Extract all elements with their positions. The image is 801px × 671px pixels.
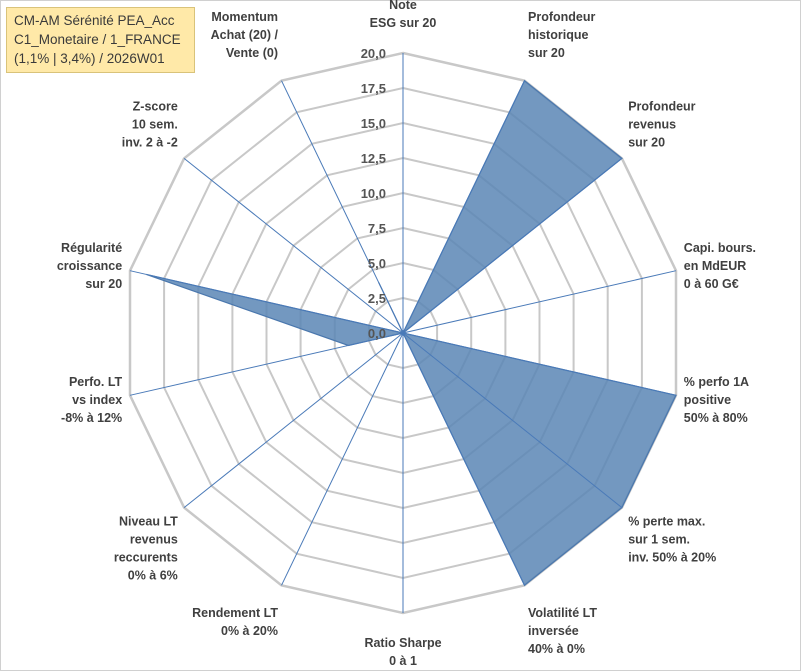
category-label-line: Profondeur xyxy=(528,10,595,24)
category-label-line: croissance xyxy=(57,259,122,273)
series-area xyxy=(146,79,677,587)
spoke-7 xyxy=(402,332,525,586)
spoke-11 xyxy=(129,332,404,396)
tick-label: 2,5 xyxy=(368,291,386,306)
category-label-line: -8% à 12% xyxy=(61,411,122,425)
category-label-line: sur 20 xyxy=(628,136,665,150)
category-label: Niveau LT revenus reccurents 0% à 6% xyxy=(114,514,178,582)
category-label-line: % perfo 1A xyxy=(684,375,749,389)
category-label-line: inv. 2 à -2 xyxy=(122,136,178,150)
category-label: Profondeur historique sur 20 xyxy=(528,10,595,60)
category-label-line: Achat (20) / xyxy=(211,28,279,42)
category-label: % perte max. sur 1 sem. inv. 50% à 20% xyxy=(628,514,716,564)
spoke-4 xyxy=(402,270,677,334)
title-line-2: C1_Monetaire / 1_FRANCE xyxy=(14,32,181,47)
category-label: Capi. bours. en MdEUR 0 à 60 G€ xyxy=(684,241,756,291)
tick-label: 12,5 xyxy=(361,151,386,166)
spoke-2 xyxy=(402,80,525,334)
category-label-line: revenus xyxy=(130,532,178,546)
category-label-line: positive xyxy=(684,393,731,407)
category-label-line: inversée xyxy=(528,624,579,638)
category-label-line: 50% à 80% xyxy=(684,411,748,425)
tick-label: 10,0 xyxy=(361,186,386,201)
radar-spokes xyxy=(129,53,677,613)
category-label: Perfo. LT vs index -8% à 12% xyxy=(61,375,123,425)
category-label: Profondeur revenus sur 20 xyxy=(628,100,695,150)
category-label-line: 0 à 1 xyxy=(389,654,417,668)
category-label-line: 0% à 6% xyxy=(128,568,178,582)
category-label-line: reccurents xyxy=(114,550,178,564)
spoke-10 xyxy=(183,332,404,508)
category-label: Z-score 10 sem. inv. 2 à -2 xyxy=(122,100,178,150)
category-label: Momentum Achat (20) / Vente (0) xyxy=(211,10,279,60)
category-label-line: en MdEUR xyxy=(684,259,747,273)
category-label-line: 40% à 0% xyxy=(528,642,585,656)
category-label-line: vs index xyxy=(72,393,122,407)
category-label: Note ESG sur 20 xyxy=(370,0,437,30)
spoke-5 xyxy=(402,332,677,396)
spoke-6 xyxy=(402,332,623,508)
radar-tick-labels: 0,0 2,5 5,0 7,5 10,0 12,5 15,0 17,5 20,0 xyxy=(361,46,386,341)
category-label-line: Momentum xyxy=(211,10,278,24)
chart-title-box: CM-AM Sérénité PEA_Acc C1_Monetaire / 1_… xyxy=(6,7,195,73)
category-label-line: 10 sem. xyxy=(132,118,178,132)
tick-label: 0,0 xyxy=(368,326,386,341)
category-label-line: Rendement LT xyxy=(192,606,278,620)
category-label-line: Capi. bours. xyxy=(684,241,756,255)
title-line-1: CM-AM Sérénité PEA_Acc xyxy=(14,13,175,28)
spoke-14 xyxy=(281,80,404,334)
spoke-13 xyxy=(183,158,404,334)
category-label-line: Vente (0) xyxy=(226,46,278,60)
category-label-line: 0 à 60 G€ xyxy=(684,277,739,291)
category-label: Régularité croissance sur 20 xyxy=(57,241,122,291)
category-label-line: 0% à 20% xyxy=(221,624,278,638)
radar-series xyxy=(146,79,677,587)
radar-category-labels: Note ESG sur 20 Profondeur historique sur 20… xyxy=(57,0,756,668)
category-label-line: Z-score xyxy=(133,100,178,114)
category-label-line: sur 20 xyxy=(85,277,122,291)
tick-label: 17,5 xyxy=(361,81,386,96)
category-label-line: Ratio Sharpe xyxy=(364,636,441,650)
category-label-line: Volatilité LT xyxy=(528,606,597,620)
category-label-line: Régularité xyxy=(61,241,122,255)
category-label-line: Profondeur xyxy=(628,100,695,114)
category-label-line: revenus xyxy=(628,118,676,132)
title-line-3: (1,1% | 3,4%) / 2026W01 xyxy=(14,51,165,66)
category-label: Rendement LT 0% à 20% xyxy=(192,606,278,638)
category-label-line: Note xyxy=(389,0,417,12)
spoke-9 xyxy=(281,332,404,586)
tick-label: 7,5 xyxy=(368,221,386,236)
category-label-line: historique xyxy=(528,28,588,42)
category-label: Volatilité LT inversée 40% à 0% xyxy=(528,606,597,656)
category-label: Ratio Sharpe 0 à 1 xyxy=(364,636,441,668)
category-label-line: sur 1 sem. xyxy=(628,532,690,546)
category-label-line: % perte max. xyxy=(628,514,705,528)
category-label-line: Perfo. LT xyxy=(69,375,123,389)
category-label-line: ESG sur 20 xyxy=(370,16,437,30)
spoke-3 xyxy=(402,158,623,334)
tick-label: 15,0 xyxy=(361,116,386,131)
spoke-12 xyxy=(129,270,404,334)
tick-label: 5,0 xyxy=(368,256,386,271)
category-label-line: inv. 50% à 20% xyxy=(628,550,716,564)
tick-label: 20,0 xyxy=(361,46,386,61)
category-label: % perfo 1A positive 50% à 80% xyxy=(684,375,749,425)
category-label-line: sur 20 xyxy=(528,46,565,60)
category-label-line: Niveau LT xyxy=(119,514,178,528)
